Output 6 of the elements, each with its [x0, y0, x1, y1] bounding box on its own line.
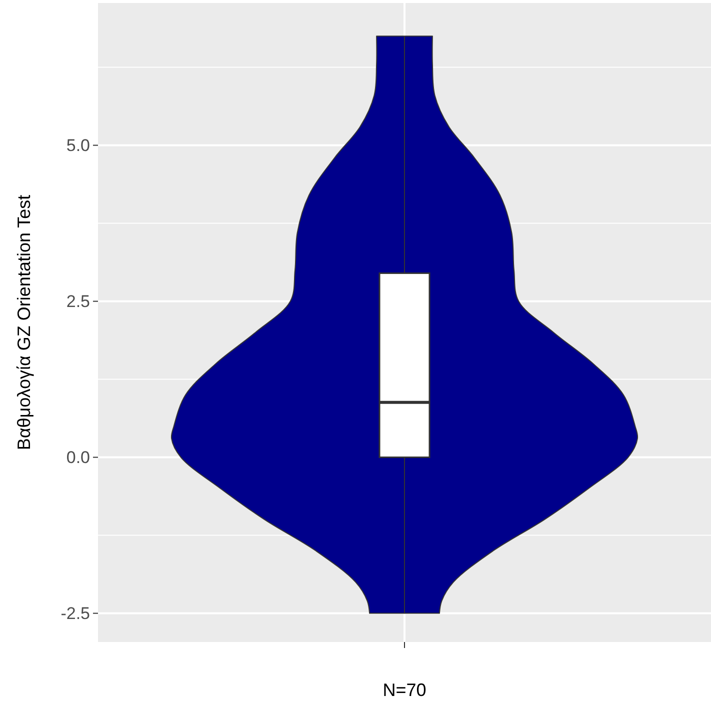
y-tick-label: 5.0	[66, 136, 90, 156]
y-tick-label: 0.0	[66, 448, 90, 468]
x-axis-title: N=70	[382, 680, 426, 700]
y-tick-label: -2.5	[60, 604, 90, 624]
y-axis-title: Βαθμολογία GZ Orientation Test	[14, 194, 34, 450]
y-tick-label: 2.5	[66, 292, 90, 312]
